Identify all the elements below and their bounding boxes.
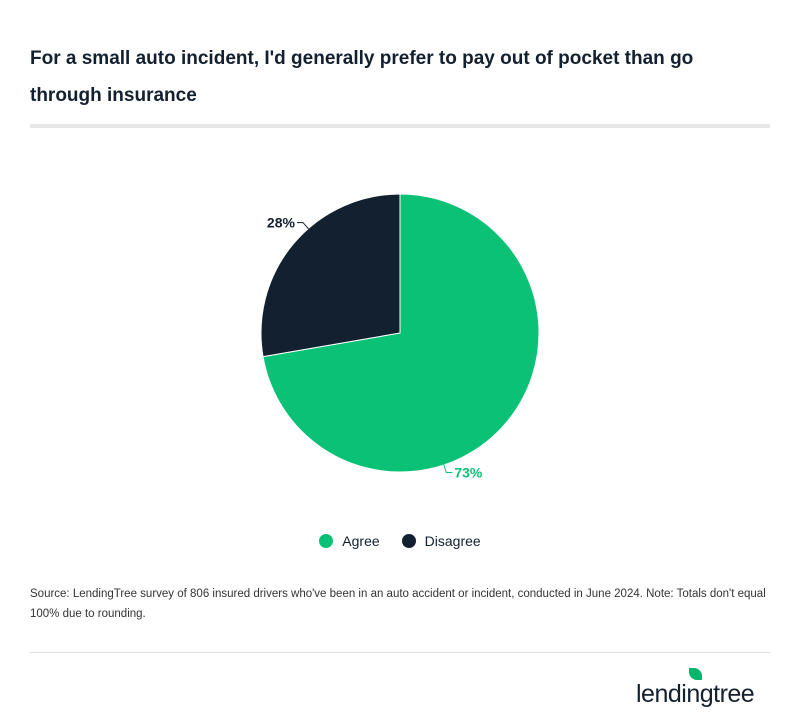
legend-item-disagree[interactable]: Disagree — [401, 533, 481, 549]
legend: Agree Disagree — [0, 533, 800, 549]
legend-item-agree[interactable]: Agree — [319, 533, 380, 549]
data-label-disagree: 28% — [267, 215, 296, 231]
data-label-agree: 73% — [454, 464, 483, 480]
legend-label: Agree — [342, 533, 380, 549]
label-connector — [442, 462, 453, 473]
footer-divider — [30, 652, 770, 653]
pie-chart: 73% 28% — [260, 193, 540, 480]
legend-label: Disagree — [424, 533, 481, 549]
chart-title: For a small auto incident, I'd generally… — [30, 48, 694, 106]
leaf-icon — [689, 668, 702, 680]
pie-slice-agree[interactable] — [262, 193, 540, 473]
logo-text: lendingtree — [636, 680, 755, 708]
title-divider — [30, 124, 770, 128]
legend-swatch-agree — [319, 534, 334, 548]
pie-slice-disagree[interactable] — [260, 193, 401, 358]
legend-swatch-disagree — [401, 534, 416, 548]
lendingtree-logo[interactable]: lendingtree — [636, 668, 776, 710]
label-connector — [296, 222, 310, 231]
source-note: Source: LendingTree survey of 806 insure… — [30, 588, 766, 620]
